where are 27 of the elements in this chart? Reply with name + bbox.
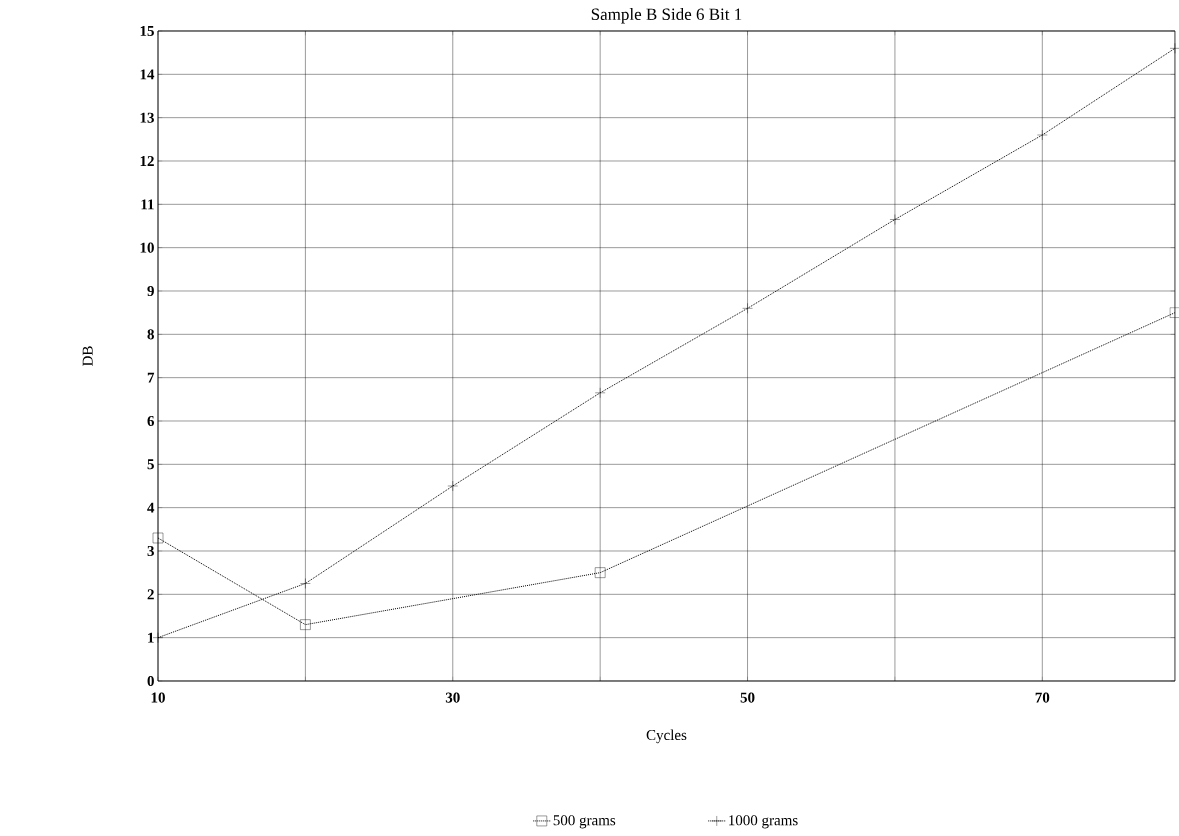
y-axis-title: DB xyxy=(82,346,93,366)
x-tick-label: 30 xyxy=(445,692,460,703)
y-tick-label: 14 xyxy=(140,69,155,80)
chart-title: Sample B Side 6 Bit 1 xyxy=(591,8,742,24)
y-tick-label: 1 xyxy=(148,632,154,643)
y-tick-label: 8 xyxy=(147,329,154,340)
y-tick-label: 0 xyxy=(147,675,154,687)
y-tick-label: 15 xyxy=(140,25,154,37)
y-tick-label: 3 xyxy=(147,545,154,557)
point xyxy=(300,619,311,630)
x-tick-label: 50 xyxy=(740,692,755,703)
y-tick-label: 5 xyxy=(147,459,154,470)
x-axis-title: Cycles xyxy=(646,729,687,744)
x-tick-label: 70 xyxy=(1035,692,1050,703)
y-tick-label: 9 xyxy=(147,285,154,297)
y-tick-label: 2 xyxy=(147,589,154,600)
y-tick-label: 4 xyxy=(147,502,155,513)
y-tick-label: 12 xyxy=(140,156,154,166)
legend-label: 500 grams xyxy=(553,815,616,829)
y-tick-label: 13 xyxy=(140,112,154,123)
y-tick-label: 6 xyxy=(147,415,155,427)
y-tick-label: 10 xyxy=(140,242,154,253)
y-tick-label: 7 xyxy=(147,372,155,383)
y-tick-label: 11 xyxy=(141,199,154,210)
point xyxy=(594,567,606,578)
point xyxy=(152,532,164,544)
legend-label: 1000 grams xyxy=(729,815,798,829)
